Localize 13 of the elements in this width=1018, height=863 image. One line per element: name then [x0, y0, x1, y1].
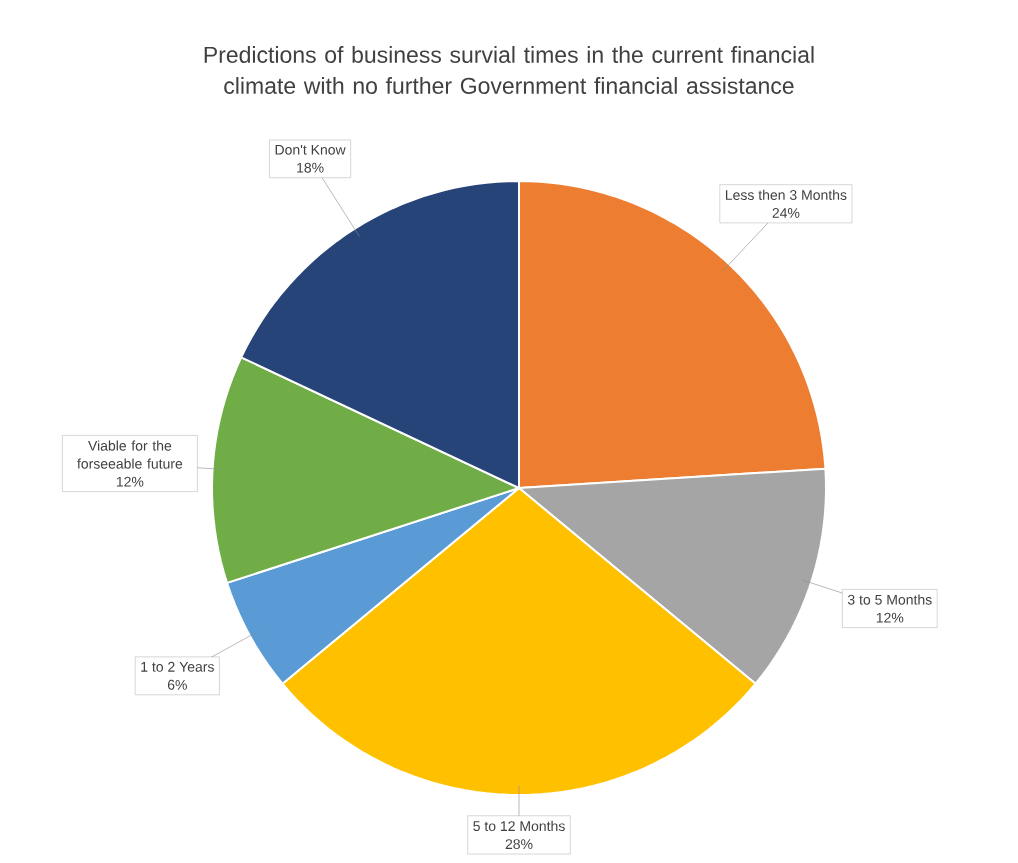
data-label: 18%	[297, 162, 324, 173]
data-label: 6%	[167, 679, 187, 690]
slice-label: 3 to 5 Months	[847, 594, 932, 605]
slice-label: Don't Know	[275, 144, 346, 155]
slice-label: Viable for the forseeable future	[77, 440, 183, 469]
chart-title: Predictions of business survial times in the current financial climate with no further Government financial assistance	[204, 46, 814, 94]
data-label: 28%	[505, 839, 533, 850]
data-label: 12%	[116, 476, 144, 487]
slice-label: 1 to 2 Years	[141, 661, 214, 672]
slice-label: 5 to 12 Months	[473, 820, 565, 832]
data-label: 12%	[876, 612, 904, 623]
slice-label: Less then 3 Months	[725, 189, 847, 200]
data-label: 24%	[772, 208, 800, 218]
